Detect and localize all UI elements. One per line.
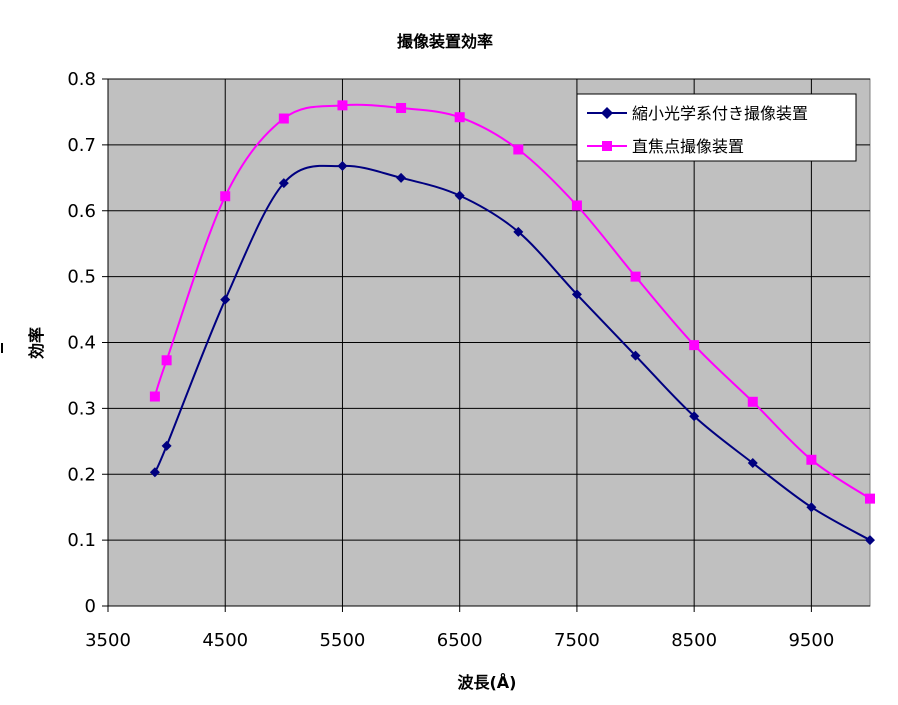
series-2 (149, 100, 875, 504)
data-point-square (220, 191, 231, 202)
x-axis-title: 波長(Å) (457, 673, 516, 692)
data-point-diamond (865, 535, 875, 546)
data-point-diamond (220, 294, 231, 305)
data-point-diamond (806, 502, 817, 513)
y-axis-title: 効率 (27, 327, 46, 359)
x-tick-label: 3500 (85, 630, 131, 651)
y-tick-label: 0.6 (67, 201, 96, 222)
data-point-square (161, 355, 172, 366)
data-point-square (149, 391, 160, 402)
y-tick-label: 0.1 (67, 530, 96, 551)
x-tick-label: 8500 (671, 630, 717, 651)
y-tick-label: 0.5 (67, 267, 96, 288)
data-point-square (396, 102, 407, 113)
y-tick-label: 0.8 (67, 69, 96, 90)
x-axis-ticks: 3500 4500 5500 6500 7500 8500 9500 (85, 606, 834, 651)
data-point-diamond (571, 289, 582, 300)
data-point-square (630, 271, 641, 282)
data-point-square (454, 112, 465, 123)
y-axis-ticks: 0 0.1 0.2 0.3 0.4 0.5 0.6 0.7 0.8 (67, 69, 108, 617)
data-point-diamond (747, 458, 758, 469)
chart-title: 撮像装置効率 (397, 32, 493, 51)
data-point-diamond (630, 350, 641, 361)
x-tick-label: 7500 (554, 630, 600, 651)
y-tick-label: 0.4 (67, 333, 96, 354)
data-point-diamond (337, 160, 348, 171)
y-tick-label: 0.7 (67, 135, 96, 156)
data-point-square (747, 396, 758, 407)
x-tick-label: 5500 (320, 630, 366, 651)
data-point-diamond (149, 467, 160, 478)
legend-label-series-2: 直焦点撮像装置 (632, 137, 744, 156)
data-point-diamond (278, 178, 289, 189)
legend-marker-series-2 (602, 141, 612, 151)
legend: 縮小光学系付き撮像装置 直焦点撮像装置 (576, 93, 857, 162)
data-point-square (865, 493, 875, 504)
legend-box (576, 93, 857, 162)
x-tick-label: 6500 (437, 630, 483, 651)
series-1 (149, 160, 875, 546)
data-point-square (337, 100, 348, 111)
data-point-square (571, 200, 582, 211)
data-point-diamond (454, 190, 465, 201)
data-point-square (689, 340, 700, 351)
data-point-diamond (689, 411, 700, 422)
data-point-diamond (396, 172, 407, 183)
x-tick-label: 9500 (788, 630, 834, 651)
y-tick-label: 0.2 (67, 464, 96, 485)
legend-marker-series-1 (601, 107, 613, 119)
x-tick-label: 4500 (202, 630, 248, 651)
data-point-square (513, 144, 524, 155)
data-point-diamond (513, 226, 524, 237)
y-tick-label: 0.3 (67, 398, 96, 419)
y-tick-label: 0 (85, 596, 96, 617)
data-point-square (278, 113, 289, 124)
legend-label-series-1: 縮小光学系付き撮像装置 (632, 104, 808, 123)
series-group (149, 100, 875, 546)
data-point-square (806, 454, 817, 465)
data-point-diamond (161, 440, 172, 451)
